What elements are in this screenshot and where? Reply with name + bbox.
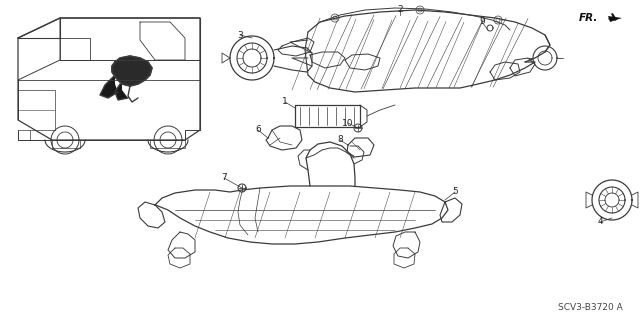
Text: FR.: FR. — [579, 13, 598, 23]
Text: 7: 7 — [221, 174, 227, 182]
Text: 6: 6 — [255, 125, 261, 135]
Polygon shape — [608, 16, 622, 22]
Text: 3: 3 — [237, 31, 243, 40]
Text: 1: 1 — [282, 98, 288, 107]
Polygon shape — [100, 75, 118, 98]
Text: 5: 5 — [452, 188, 458, 197]
Text: 2: 2 — [397, 5, 403, 14]
Polygon shape — [115, 84, 128, 100]
Text: 10: 10 — [342, 118, 354, 128]
Text: 9: 9 — [479, 18, 485, 26]
Text: 4: 4 — [597, 218, 603, 226]
Polygon shape — [112, 56, 152, 86]
Text: 8: 8 — [337, 136, 343, 145]
Text: SCV3-B3720 A: SCV3-B3720 A — [557, 303, 622, 313]
